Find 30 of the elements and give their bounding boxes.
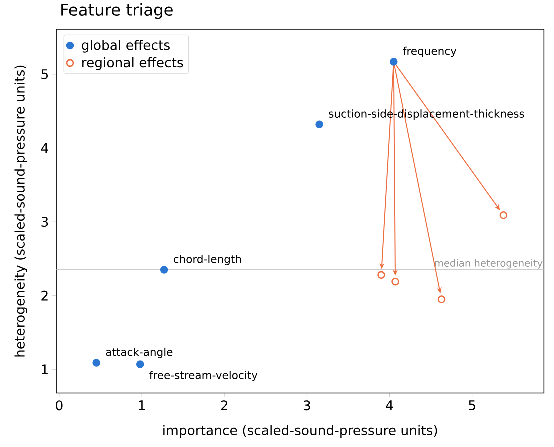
- annotation: free-stream-velocity: [150, 370, 258, 382]
- legend-label: global effects: [82, 40, 170, 53]
- x-tick-label: 3: [304, 400, 310, 410]
- annotation: attack-angle: [106, 348, 173, 358]
- annotation: frequency: [403, 46, 457, 58]
- point: [378, 271, 386, 279]
- point: [136, 360, 144, 368]
- y-tick-label: 4: [41, 143, 48, 153]
- y-tick-label: 5: [42, 69, 48, 80]
- point: [390, 58, 398, 66]
- chart-title: Feature triage: [62, 3, 173, 19]
- y-axis-title: heterogeneity (scaled-sound-pressure units): [14, 66, 28, 357]
- point: [316, 120, 324, 128]
- y-tick-label: 3: [42, 216, 48, 227]
- point: [438, 295, 446, 304]
- annotation: chord-length: [174, 254, 242, 266]
- y-tick-label: 1: [42, 364, 48, 374]
- x-tick-label: 2: [221, 400, 228, 410]
- point: [392, 278, 400, 286]
- x-tick-label: 4: [386, 400, 394, 410]
- x-tick-label: 0: [56, 400, 63, 410]
- x-axis-title: importance (scaled-sound-pressure units): [164, 425, 438, 438]
- ref-line-label: median heterogeneity: [435, 259, 543, 269]
- point: [500, 211, 508, 220]
- x-tick-label: 1: [139, 400, 145, 410]
- point: [160, 266, 168, 274]
- legend-label: regional effects: [82, 57, 184, 70]
- point: [92, 358, 100, 367]
- y-tick-label: 2: [42, 290, 48, 301]
- x-tick-label: 5: [469, 400, 476, 410]
